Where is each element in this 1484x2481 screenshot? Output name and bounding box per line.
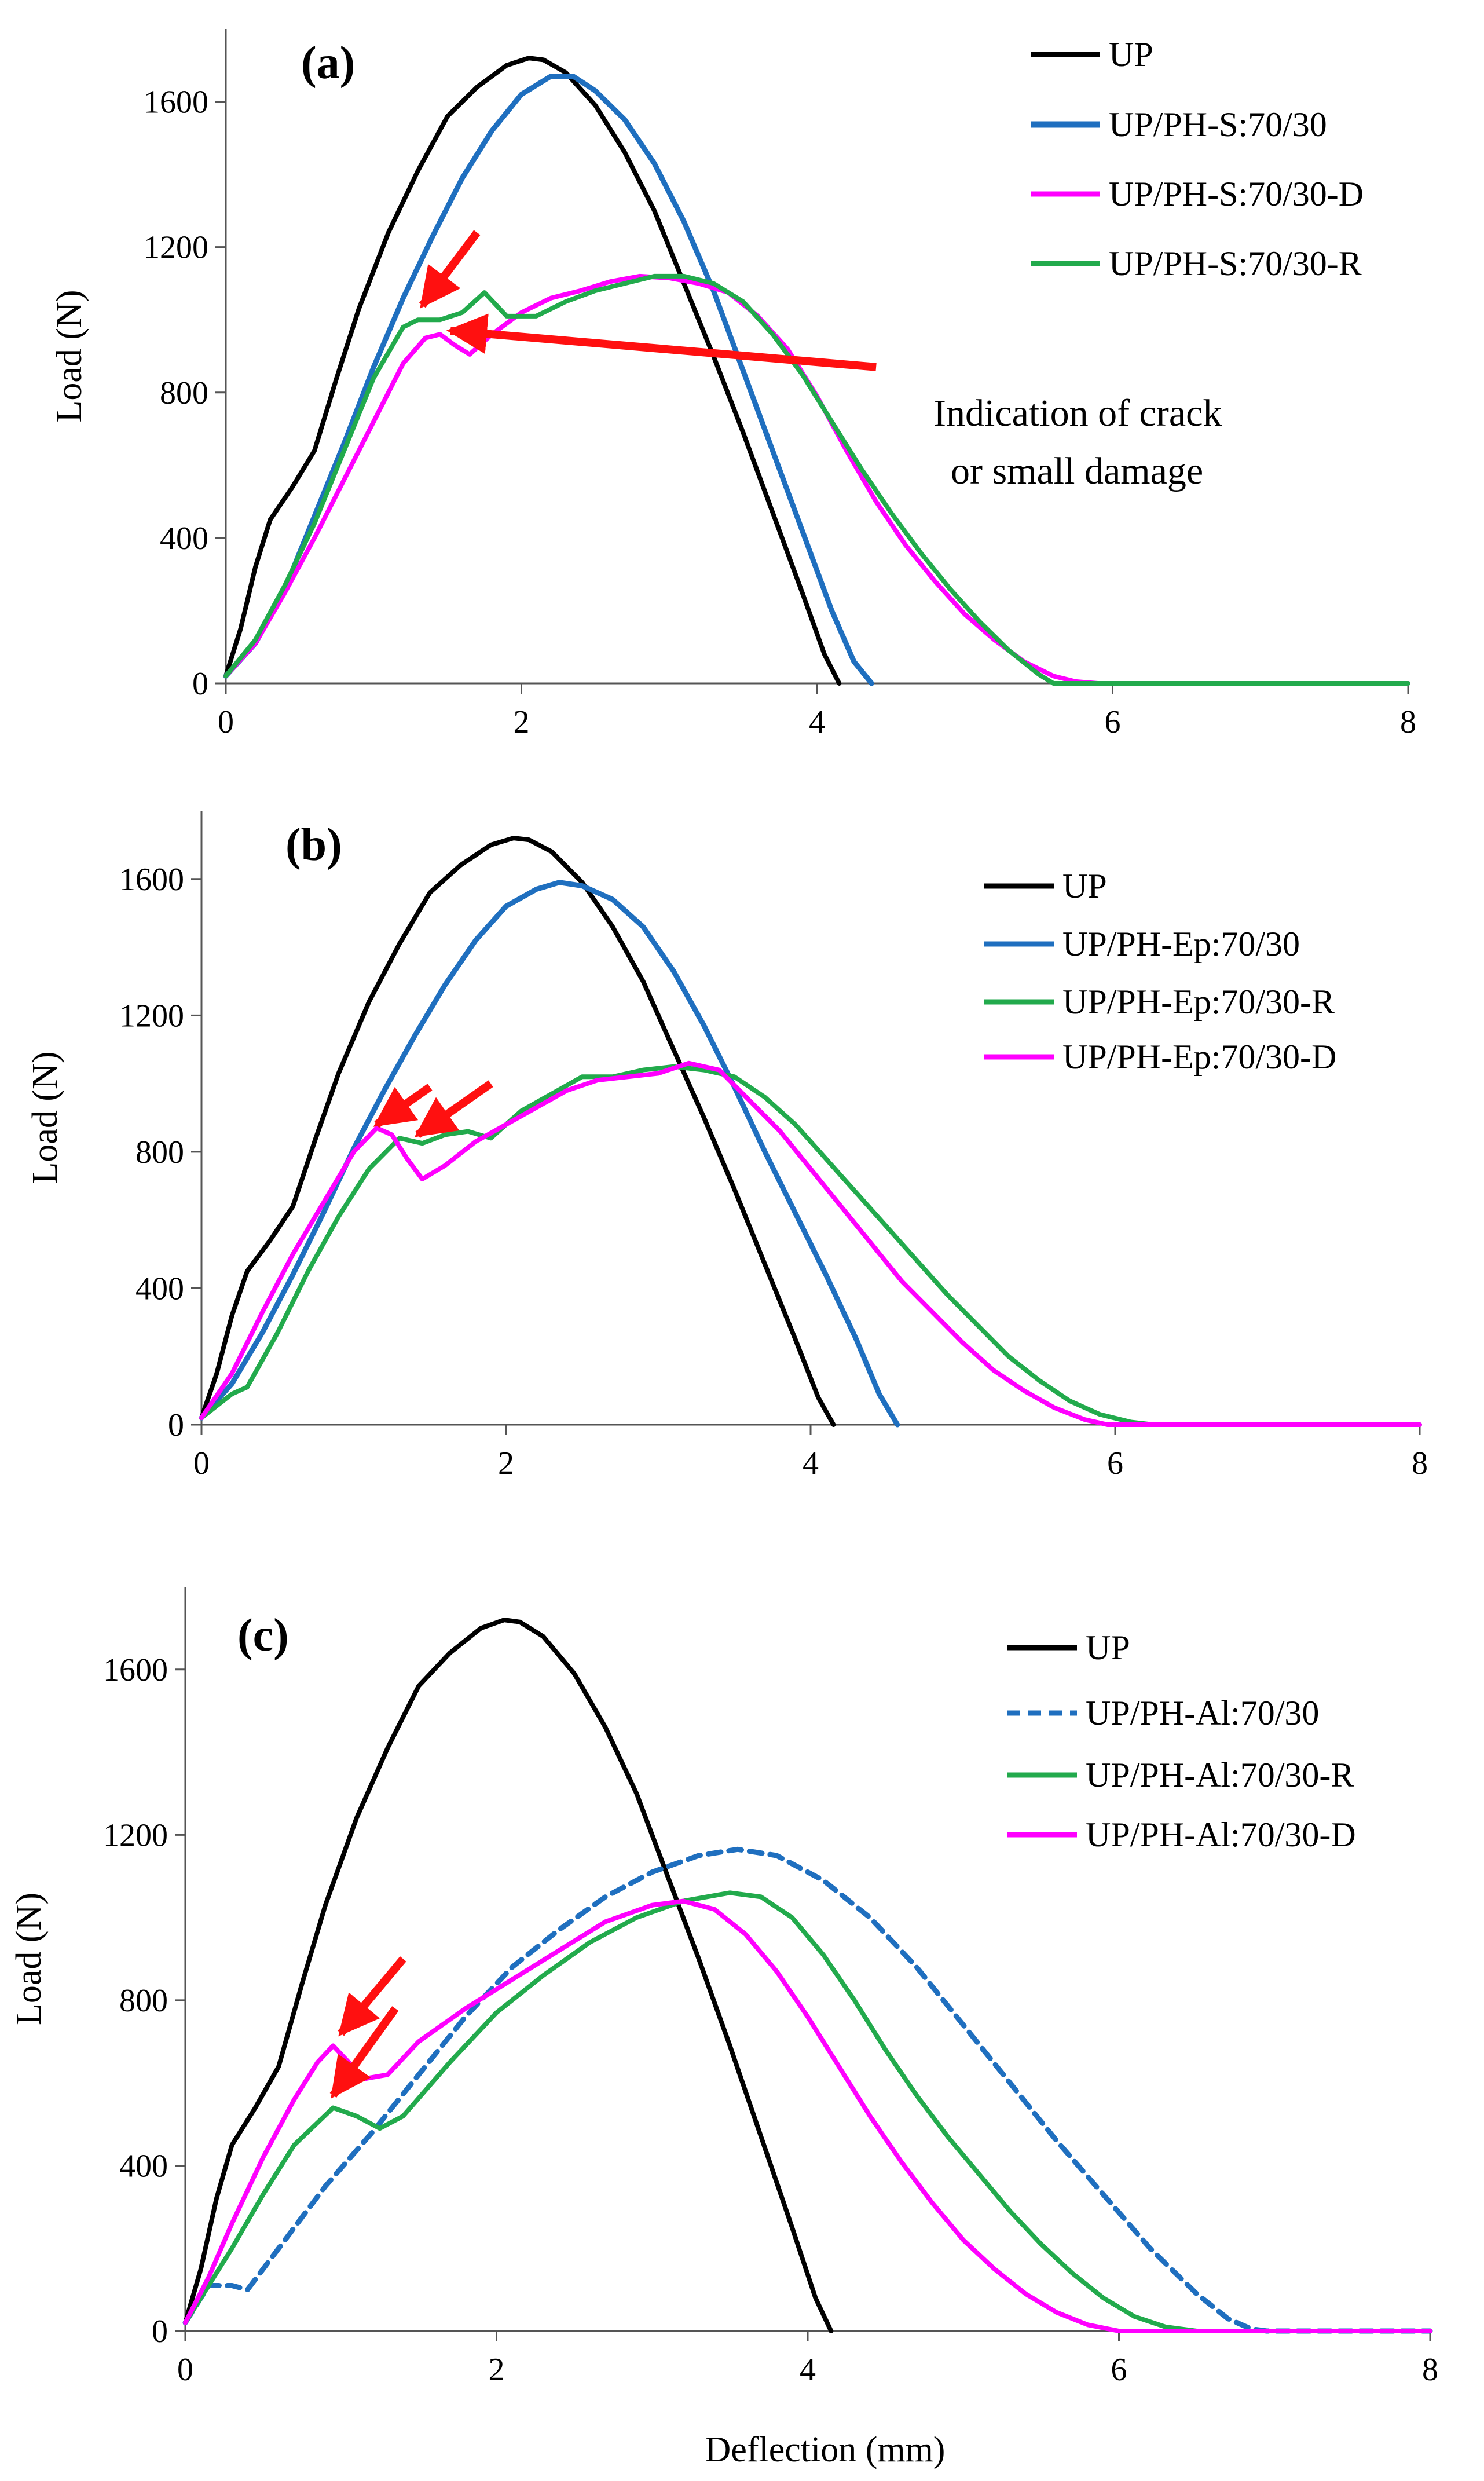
y-tick-label-c-1600: 1600 — [103, 1652, 168, 1688]
legend-c-label-up: UP — [1086, 1629, 1130, 1667]
y-tick-label-a-400: 400 — [160, 521, 208, 557]
x-tick-label-b-2: 2 — [498, 1446, 514, 1481]
series-line-b-up-ph-ep-70-30 — [199, 880, 900, 1428]
y-tick-label-b-400: 400 — [135, 1271, 184, 1307]
series-line-b-up — [199, 836, 836, 1427]
panel-a-label: (a) — [301, 38, 355, 89]
x-tick-label-a-8: 8 — [1400, 704, 1416, 740]
annotation-arrow-a-1 — [446, 313, 877, 371]
series-line-a-up-ph-s-70-30-r — [223, 273, 1410, 686]
legend-b: UP UP/PH-Ep:70/30 UP/PH-Ep:70/30-R UP/PH… — [984, 867, 1336, 1076]
legend-a-label-d: UP/PH-S:70/30-D — [1109, 175, 1364, 213]
annotation-line-1: Indication of crack — [933, 392, 1222, 434]
y-tick-label-a-0: 0 — [192, 666, 208, 702]
y-tick-label-b-800: 800 — [135, 1135, 184, 1170]
y-axis-title-a: Load (N) — [50, 290, 89, 423]
y-tick-label-a-1600: 1600 — [144, 85, 208, 120]
x-tick-label-c-2: 2 — [489, 2352, 505, 2388]
y-tick-label-b-0: 0 — [168, 1407, 184, 1443]
legend-c-label-d: UP/PH-Al:70/30-D — [1086, 1816, 1356, 1854]
annotation-arrow-c-0 — [338, 1956, 406, 2037]
y-tick-label-a-800: 800 — [160, 375, 208, 411]
y-tick-label-c-800: 800 — [119, 1983, 168, 2019]
x-tick-label-b-6: 6 — [1107, 1446, 1123, 1481]
legend-a-label-s: UP/PH-S:70/30 — [1109, 105, 1327, 144]
legend-b-label-ep: UP/PH-Ep:70/30 — [1062, 925, 1300, 963]
panel-b: (b) 0 400 800 1200 1600 0 2 4 6 8 Load (N) UP UP/P… — [25, 811, 1428, 1481]
series-line-b-up-ph-ep-70-30-d — [199, 1060, 1422, 1427]
x-tick-label-c-0: 0 — [177, 2352, 193, 2388]
y-tick-label-b-1200: 1200 — [119, 998, 184, 1034]
x-tick-label-c-4: 4 — [800, 2352, 816, 2388]
x-tick-label-c-6: 6 — [1111, 2352, 1127, 2388]
series-line-a-up-ph-s-70-30-d — [223, 273, 1410, 686]
x-axis-title-c: Deflection (mm) — [705, 2430, 946, 2469]
x-tick-label-a-2: 2 — [514, 704, 530, 740]
series-line-c-up-ph-al-70-30-r — [183, 1890, 1432, 2333]
x-tick-label-b-0: 0 — [193, 1446, 210, 1481]
y-axis-title-c: Load (N) — [9, 1893, 49, 2025]
annotation-arrow-b-0 — [373, 1084, 433, 1128]
y-tick-label-c-0: 0 — [152, 2314, 168, 2350]
panel-a: (a) 0 400 800 1200 1600 0 2 4 6 8 Load (N) UP UP/P… — [50, 29, 1416, 740]
x-tick-label-c-8: 8 — [1422, 2352, 1438, 2388]
legend-b-label-d: UP/PH-Ep:70/30-D — [1062, 1038, 1336, 1076]
series-line-c-up-ph-al-70-30 — [182, 1846, 1433, 2334]
legend-c: UP UP/PH-Al:70/30 UP/PH-Al:70/30-R UP/PH… — [1007, 1629, 1356, 1854]
plot-area-b: 0 400 800 1200 1600 0 2 4 6 8 Load (N) — [25, 811, 1428, 1481]
legend-a-label-up: UP — [1109, 35, 1153, 74]
legend-c-label-r: UP/PH-Al:70/30-R — [1086, 1756, 1354, 1794]
x-tick-label-a-4: 4 — [809, 704, 825, 740]
series-line-b-up-ph-ep-70-30-r — [199, 1064, 1422, 1427]
plot-area-c: 0 400 800 1200 1600 0 2 4 6 8 Load (N) Deflection (… — [9, 1587, 1438, 2469]
y-tick-label-a-1200: 1200 — [144, 230, 208, 266]
panel-c-label: (c) — [237, 1610, 289, 1661]
series-line-a-up-ph-s-70-30 — [223, 74, 874, 686]
y-tick-label-c-1200: 1200 — [103, 1817, 168, 1853]
legend-c-label-al: UP/PH-Al:70/30 — [1086, 1694, 1319, 1732]
legend-a-label-r: UP/PH-S:70/30-R — [1109, 244, 1362, 283]
x-tick-label-a-0: 0 — [218, 704, 234, 740]
x-tick-label-a-6: 6 — [1105, 704, 1121, 740]
panel-c: (c) 0 400 800 1200 1600 0 2 4 6 8 Load (N) Deflecti… — [9, 1587, 1438, 2469]
x-tick-label-b-4: 4 — [803, 1446, 819, 1481]
legend-b-label-up: UP — [1062, 867, 1107, 905]
annotation-arrow-a-0 — [419, 230, 481, 309]
annotation-arrow-b-1 — [414, 1080, 493, 1139]
y-axis-title-b: Load (N) — [25, 1052, 65, 1184]
legend-b-label-r: UP/PH-Ep:70/30-R — [1062, 983, 1335, 1021]
plot-area-a: 0 400 800 1200 1600 0 2 4 6 8 Load (N) — [50, 29, 1416, 740]
annotation-arrow-c-1 — [329, 2006, 399, 2099]
y-tick-label-c-400: 400 — [119, 2148, 168, 2184]
x-tick-label-b-8: 8 — [1412, 1446, 1428, 1481]
annotation-line-2: or small damage — [951, 450, 1203, 492]
series-line-c-up — [183, 1618, 834, 2333]
legend-a: UP UP/PH-S:70/30 UP/PH-S:70/30-D UP/PH-S… — [1031, 35, 1364, 283]
y-tick-label-b-1600: 1600 — [119, 862, 184, 898]
panel-b-label: (b) — [285, 819, 342, 870]
series-line-c-up-ph-al-70-30-d — [183, 1898, 1432, 2333]
series-line-a-up — [223, 56, 842, 686]
